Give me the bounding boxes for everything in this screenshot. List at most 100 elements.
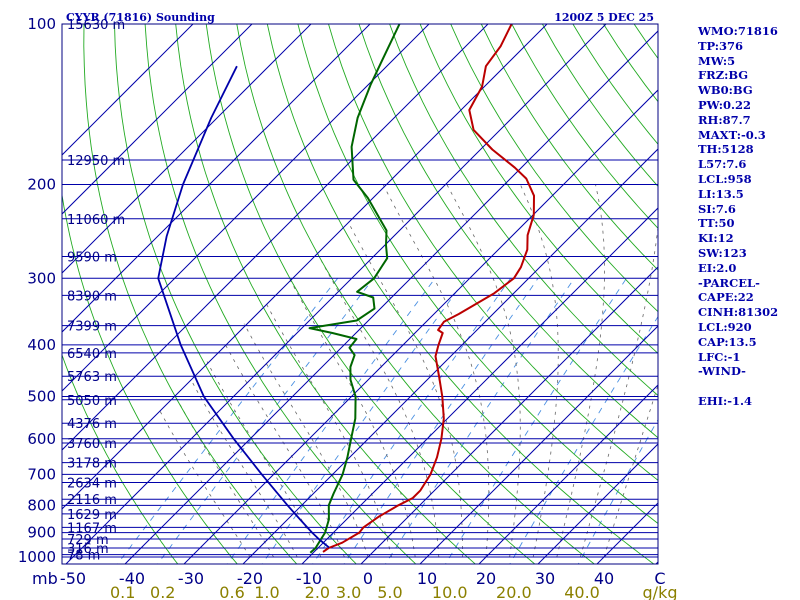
- index-row: WB0:BG: [698, 83, 753, 98]
- pressure-label: 500: [27, 388, 56, 406]
- index-row: MW:5: [698, 53, 736, 68]
- pressure-units-label: mb: [32, 569, 58, 588]
- height-label: 3760 m: [67, 437, 117, 452]
- temperature-tick-label: 10: [417, 569, 437, 588]
- index-row: EI:2.0: [698, 260, 737, 275]
- isotherm-line: [419, 325, 658, 564]
- isotherm-line: [62, 24, 312, 274]
- isotherm-line: [242, 148, 658, 564]
- index-row: TP:376: [698, 38, 744, 53]
- isotherm-line: [62, 24, 194, 156]
- height-label: 78 m: [67, 549, 100, 564]
- mixing-ratio-label: 3.0: [336, 583, 361, 600]
- dry-adiabat-line: [389, 24, 658, 397]
- index-row: [698, 379, 798, 394]
- pressure-label: 200: [27, 175, 56, 193]
- temperature-tick-label: 0: [363, 569, 373, 588]
- moist-adiabat-line: [446, 184, 521, 558]
- mixing-ratio-label: 2.0: [305, 583, 330, 600]
- mixing-ratio-line: [343, 278, 539, 564]
- pressure-label: 300: [27, 269, 56, 287]
- temperature-tick-label: -40: [119, 569, 145, 588]
- mixing-ratio-label: 0.2: [150, 583, 175, 600]
- mixing-ratio-label: 10.0: [432, 583, 468, 600]
- dry-adiabat-line: [114, 24, 357, 564]
- height-label: 5050 m: [67, 394, 117, 409]
- height-label: 9590 m: [67, 250, 117, 265]
- temperature-tick-label: -30: [178, 569, 204, 588]
- dry-adiabat-line: [205, 24, 536, 564]
- height-label: 316 m: [67, 542, 109, 557]
- dry-adiabat-line: [175, 24, 476, 564]
- height-label: 8390 m: [67, 289, 117, 304]
- dry-adiabat-line: [62, 353, 179, 564]
- temperature-trace: [322, 24, 535, 553]
- mixing-ratio-label: 5.0: [377, 583, 402, 600]
- pressure-label: 600: [27, 430, 56, 448]
- mixing-ratio-label: 0.6: [219, 583, 244, 600]
- index-row: L57:7.6: [698, 157, 747, 172]
- height-label: 12950 m: [67, 154, 125, 169]
- mixing-ratio-line: [509, 315, 658, 564]
- index-row: FRZ:BG: [698, 68, 749, 83]
- isotherm-line: [62, 24, 489, 451]
- index-row: RH:87.7: [698, 112, 751, 127]
- moist-adiabat-line: [580, 223, 658, 558]
- index-row: TH:5128: [698, 142, 754, 157]
- mixing-ratio-line: [384, 278, 575, 564]
- isotherm-line: [478, 384, 658, 564]
- isotherm-line: [65, 24, 607, 564]
- index-row: CINH:81302: [698, 305, 779, 320]
- mixing-ratio-label: 40.0: [564, 583, 600, 600]
- mixing-ratio-label: 0.1: [110, 583, 135, 600]
- dry-adiabat-line: [358, 24, 658, 439]
- moist-adiabat-line: [315, 249, 440, 558]
- dry-adiabat-line: [236, 24, 596, 564]
- chart-title: CYYR (71816) Sounding: [66, 11, 215, 24]
- isotherm-line: [301, 207, 658, 564]
- height-label: 3178 m: [67, 457, 117, 472]
- pressure-label: 900: [27, 524, 56, 542]
- moist-adiabat-line: [206, 361, 322, 558]
- dewpoint-trace: [308, 24, 401, 554]
- temperature-tick-label: -10: [296, 569, 322, 588]
- pressure-label: 400: [27, 336, 56, 354]
- dry-adiabat-line: [480, 24, 658, 271]
- dry-adiabat-line: [450, 24, 658, 313]
- moist-adiabat-line: [243, 323, 369, 558]
- pressure-label: 700: [27, 465, 56, 483]
- moist-adiabat-line: [603, 383, 658, 558]
- height-label: 5763 m: [67, 370, 117, 385]
- height-label: 11060 m: [67, 213, 125, 228]
- height-label: 7399 m: [67, 320, 117, 335]
- moist-adiabat-line: [289, 278, 416, 558]
- moist-adiabat-line: [159, 409, 251, 558]
- height-label: 6540 m: [67, 347, 117, 362]
- index-row: KI:12: [698, 231, 734, 246]
- height-label: 2634 m: [67, 477, 117, 492]
- parcel-trace: [157, 65, 330, 549]
- index-row: LI:13.5: [698, 186, 744, 201]
- height-label: 1629 m: [67, 508, 117, 523]
- index-row: PW:0.22: [698, 97, 752, 112]
- isotherm-line: [62, 24, 548, 510]
- dry-adiabat-line: [144, 24, 417, 564]
- stability-indices-panel: WMO:71816 TP:376 MW:5 FRZ:BG WB0:BG PW:0.22 RH…: [698, 24, 798, 409]
- chart-time: 1200Z 5 DEC 25: [554, 11, 654, 24]
- index-row: MAXT:-0.3: [698, 127, 766, 142]
- temperature-tick-label: -50: [60, 569, 86, 588]
- height-label: 729 m: [67, 533, 109, 548]
- mixing-ratio-label: 20.0: [496, 583, 532, 600]
- isotherms: [62, 24, 658, 564]
- sounding-traces: [157, 24, 535, 554]
- isotherm-line: [62, 24, 253, 215]
- moist-adiabat-line: [190, 379, 298, 558]
- temperature-tick-label: 20: [476, 569, 496, 588]
- index-row: TT:50: [698, 216, 735, 231]
- index-row: -WIND-: [698, 364, 746, 379]
- temperature-tick-label: 40: [594, 569, 614, 588]
- index-row: LCL:920: [698, 319, 752, 334]
- isotherm-line: [360, 266, 658, 564]
- mixing-ratio-line: [312, 278, 511, 564]
- isotherm-line: [537, 443, 658, 564]
